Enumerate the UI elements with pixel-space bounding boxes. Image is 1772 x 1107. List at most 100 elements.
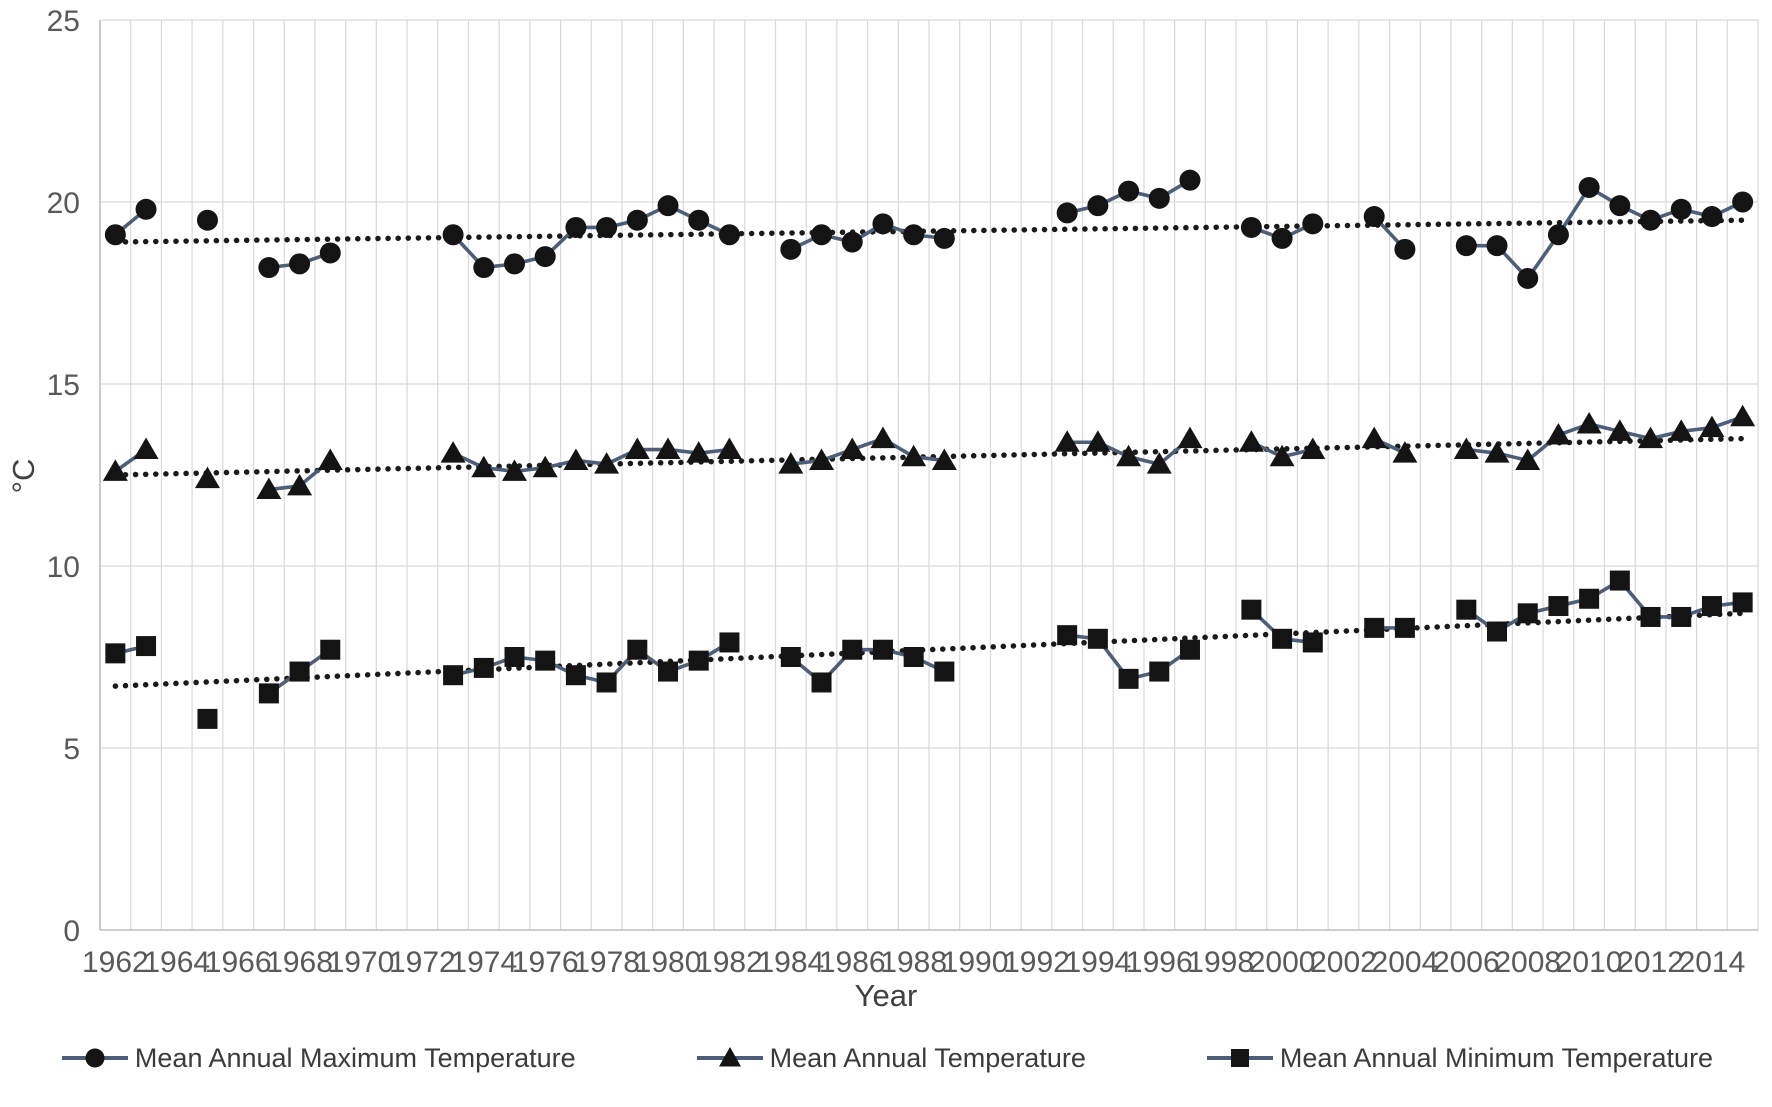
data-point-marker xyxy=(1638,426,1664,449)
data-point-marker xyxy=(1364,617,1385,638)
x-tick-label: 1988 xyxy=(880,946,947,979)
data-point-marker xyxy=(1148,187,1170,209)
x-tick-label: 1984 xyxy=(757,946,824,979)
data-point-marker xyxy=(901,444,927,467)
data-point-marker xyxy=(1732,191,1754,213)
data-point-marker xyxy=(1609,195,1631,217)
data-point-marker xyxy=(1118,180,1140,202)
data-point-marker xyxy=(872,213,894,235)
data-point-marker xyxy=(903,224,925,246)
data-point-marker xyxy=(1453,437,1479,460)
x-tick-label: 1966 xyxy=(205,946,272,979)
series-square xyxy=(105,570,1753,729)
data-point-marker xyxy=(1302,213,1324,235)
legend-label: Mean Annual Maximum Temperature xyxy=(134,1042,576,1073)
x-tick-label: 1964 xyxy=(143,946,210,979)
data-point-marker xyxy=(1668,419,1694,441)
data-point-marker xyxy=(1302,632,1323,653)
data-point-marker xyxy=(780,647,801,667)
y-tick-label: 5 xyxy=(63,733,80,766)
data-point-marker xyxy=(287,473,313,496)
data-point-marker xyxy=(1149,661,1170,682)
data-point-marker xyxy=(442,224,464,246)
data-point-marker xyxy=(658,661,679,682)
data-point-marker xyxy=(194,466,220,489)
data-point-marker xyxy=(504,647,525,667)
data-point-marker xyxy=(1087,195,1109,217)
x-tick-label: 1976 xyxy=(512,946,579,979)
legend-marker xyxy=(718,1047,741,1067)
x-tick-label: 2012 xyxy=(1617,946,1684,979)
chart-legend: Mean Annual Maximum Temperature Mean Ann… xyxy=(0,1042,1772,1074)
data-point-marker xyxy=(443,665,464,686)
data-point-marker xyxy=(136,636,157,657)
x-tick-label: 1994 xyxy=(1064,946,1131,979)
data-point-marker xyxy=(1057,625,1078,646)
data-point-marker xyxy=(1517,267,1539,289)
triangle-marker-line-icon xyxy=(696,1047,763,1067)
data-point-marker xyxy=(1730,404,1756,427)
data-point-marker xyxy=(1548,596,1569,617)
x-tick-label: 2002 xyxy=(1310,946,1377,979)
x-tick-label: 1996 xyxy=(1126,946,1193,979)
data-point-marker xyxy=(471,455,497,478)
data-point-marker xyxy=(933,227,955,249)
data-point-marker xyxy=(657,195,679,217)
legend-label: Mean Annual Temperature xyxy=(769,1042,1086,1073)
data-point-marker xyxy=(1670,198,1692,220)
legend-marker xyxy=(1230,1049,1249,1067)
data-point-marker xyxy=(1241,599,1262,620)
data-point-marker xyxy=(1392,441,1418,463)
data-point-marker xyxy=(256,477,282,500)
data-point-marker xyxy=(596,216,618,238)
data-point-marker xyxy=(688,209,710,231)
trendline xyxy=(112,435,1746,478)
data-point-marker xyxy=(1486,235,1508,257)
trendline xyxy=(112,610,1746,689)
data-point-marker xyxy=(104,224,126,246)
data-point-marker xyxy=(1609,570,1630,591)
data-point-marker xyxy=(1394,238,1416,260)
series-line-segment xyxy=(1466,185,1744,281)
data-point-marker xyxy=(1085,430,1111,452)
data-point-marker xyxy=(532,455,558,478)
data-point-marker xyxy=(502,459,527,481)
x-tick-label: 1998 xyxy=(1187,946,1254,979)
x-tick-label: 1980 xyxy=(635,946,702,979)
data-point-marker xyxy=(1455,235,1477,257)
data-point-marker xyxy=(811,224,833,246)
legend-marker xyxy=(85,1048,105,1068)
data-point-marker xyxy=(626,209,648,231)
data-point-marker xyxy=(1517,603,1538,624)
x-tick-label: 2006 xyxy=(1433,946,1500,979)
x-tick-label: 1974 xyxy=(450,946,517,979)
data-point-marker xyxy=(289,253,311,275)
data-point-marker xyxy=(778,452,804,474)
data-point-marker xyxy=(655,437,681,460)
data-point-marker xyxy=(594,452,620,474)
data-point-marker xyxy=(565,665,586,686)
data-point-marker xyxy=(1699,415,1725,438)
data-point-marker xyxy=(1300,437,1326,460)
y-tick-label: 20 xyxy=(47,187,80,220)
data-point-marker xyxy=(1056,202,1078,224)
x-tick-label: 1992 xyxy=(1003,946,1070,979)
data-point-marker xyxy=(196,209,218,231)
data-point-marker xyxy=(1545,422,1571,445)
data-point-marker xyxy=(504,253,525,275)
y-tick-label: 15 xyxy=(47,369,80,402)
data-point-marker xyxy=(1240,216,1262,238)
trendline xyxy=(112,217,1746,245)
x-tick-label: 1962 xyxy=(82,946,149,979)
data-point-marker xyxy=(624,437,650,460)
data-point-marker xyxy=(1363,206,1385,228)
data-point-marker xyxy=(718,224,740,246)
circle-marker-line-icon xyxy=(61,1048,128,1068)
data-point-marker xyxy=(319,242,341,264)
x-tick-label: 2008 xyxy=(1494,946,1561,979)
data-point-marker xyxy=(1732,592,1753,613)
data-point-marker xyxy=(1640,606,1661,627)
data-point-marker xyxy=(686,441,712,463)
x-tick-label: 1990 xyxy=(942,946,1009,979)
data-point-marker xyxy=(1271,227,1293,249)
